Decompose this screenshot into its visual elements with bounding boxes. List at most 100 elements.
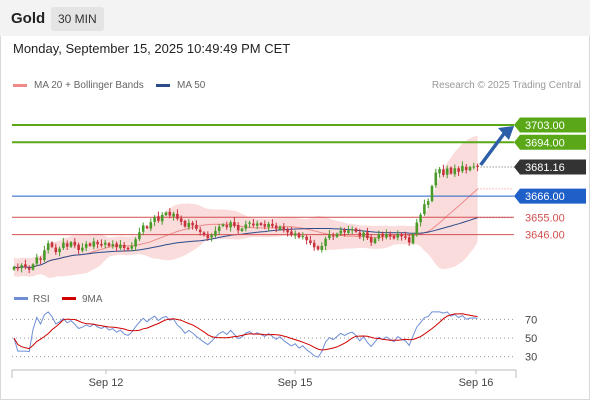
- candle-body: [100, 243, 103, 246]
- candle-body: [130, 245, 134, 249]
- level-label-5: 3646.00: [525, 230, 565, 242]
- candle-body: [176, 213, 179, 219]
- candle-body: [358, 232, 362, 237]
- candle-body: [350, 229, 354, 231]
- legend-ma20: MA 20 + Bollinger Bands: [13, 80, 144, 91]
- candle-body: [168, 211, 172, 216]
- candle-body: [377, 234, 381, 239]
- level-label-2: 3681.16: [525, 162, 565, 174]
- candle-body: [229, 222, 232, 228]
- candle-body: [331, 235, 335, 237]
- candle-body: [419, 214, 422, 223]
- time-tick-label-2: Sep 16: [459, 377, 494, 389]
- candle-body: [312, 242, 316, 248]
- candle-body: [373, 238, 377, 244]
- level-tag-0: [514, 117, 586, 133]
- legend-swatch-9ma: [62, 297, 76, 300]
- candle-body: [381, 233, 384, 237]
- rsi-tick-0: 70: [525, 314, 537, 326]
- timeframe-button[interactable]: 30 MIN: [51, 7, 104, 31]
- legend-label-rsi: RSI: [33, 294, 50, 305]
- candle-body: [179, 218, 183, 222]
- candle-body: [160, 215, 164, 222]
- candle-body: [58, 248, 61, 253]
- legend-swatch-ma20: [13, 84, 27, 87]
- candle-body: [407, 237, 411, 243]
- candle-body: [195, 224, 198, 229]
- candle-body: [39, 258, 42, 260]
- candle-body: [81, 247, 84, 251]
- candle-body: [404, 236, 407, 238]
- candle-body: [96, 241, 99, 245]
- candle-body: [400, 234, 403, 237]
- candle-body: [297, 233, 301, 238]
- level-label-0: 3703.00: [525, 120, 565, 132]
- candle-body: [472, 166, 476, 168]
- candle-body: [411, 233, 415, 244]
- candle-body: [286, 229, 289, 233]
- legend-label-ma50: MA 50: [177, 80, 206, 91]
- candle-body: [461, 165, 464, 172]
- candle-body: [335, 233, 339, 237]
- research-credit: Research © 2025 Trading Central: [431, 80, 581, 91]
- projection-arrow-shaft: [479, 129, 508, 167]
- level-tag-2: [514, 159, 586, 175]
- candle-body: [206, 235, 210, 239]
- candle-body: [244, 224, 248, 229]
- candle-body: [252, 223, 255, 226]
- candle-body: [392, 236, 396, 239]
- candle-body: [103, 242, 107, 245]
- candle-body: [339, 230, 343, 234]
- candle-body: [396, 234, 400, 238]
- candle-body: [468, 166, 472, 171]
- candle-body: [263, 224, 267, 227]
- candle-body: [366, 232, 369, 239]
- candle-body: [43, 250, 46, 261]
- rsi-tick-2: 30: [525, 352, 537, 364]
- candle-body: [54, 247, 58, 253]
- candle-body: [267, 223, 270, 228]
- candle-body: [69, 242, 73, 247]
- candle-body: [46, 243, 50, 251]
- candle-body: [31, 264, 35, 270]
- candle-body: [115, 243, 118, 248]
- candle-body: [438, 169, 441, 174]
- candle-body: [62, 242, 65, 249]
- candle-body: [141, 225, 145, 232]
- projection-arrow-head: [498, 126, 514, 140]
- candle-body: [320, 245, 324, 250]
- candle-body: [445, 168, 449, 175]
- level-label-4: 3655.00: [525, 212, 565, 224]
- candle-body: [111, 244, 115, 246]
- rsi-tick-1: 50: [525, 333, 537, 345]
- level-tag-1: [514, 134, 586, 150]
- candle-body: [187, 222, 191, 228]
- level-tag-3: [514, 188, 586, 204]
- candle-body: [84, 244, 88, 248]
- level-label-1: 3694.00: [525, 137, 565, 149]
- legend-ma50: MA 50: [156, 80, 205, 91]
- candle-body: [24, 264, 27, 268]
- candle-body: [157, 216, 160, 221]
- candle-body: [240, 228, 244, 231]
- candle-body: [290, 231, 293, 235]
- symbol-title: Gold: [11, 10, 46, 27]
- candle-body: [324, 238, 327, 246]
- candle-body: [347, 230, 350, 233]
- candle-body: [464, 166, 468, 170]
- candle-body: [225, 225, 229, 228]
- rsi-line: [13, 311, 478, 358]
- candle-body: [248, 222, 251, 224]
- candle-body: [153, 217, 156, 222]
- legend-label-ma20: MA 20 + Bollinger Bands: [34, 80, 144, 91]
- time-tick-label-0: Sep 12: [89, 377, 124, 389]
- candle-body: [255, 223, 259, 226]
- candle-body: [107, 243, 111, 246]
- candle-body: [426, 201, 430, 205]
- candle-body: [35, 257, 39, 264]
- candle-body: [369, 237, 373, 243]
- ma50-line: [13, 217, 478, 269]
- candle-body: [259, 223, 263, 225]
- candle-body: [145, 226, 149, 229]
